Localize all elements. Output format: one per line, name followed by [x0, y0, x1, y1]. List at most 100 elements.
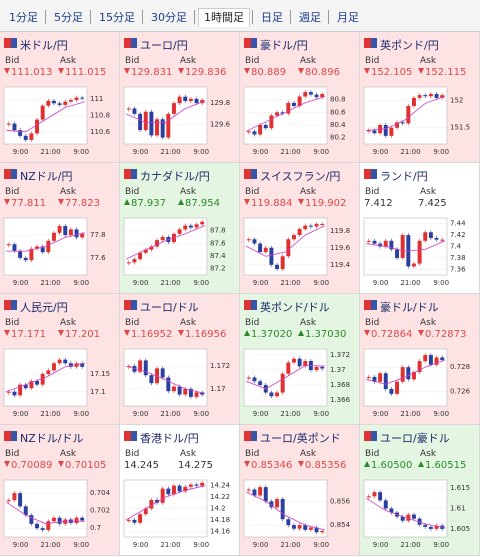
- ask-text: 0.70105: [65, 460, 107, 471]
- candle-body: [63, 225, 68, 236]
- tab[interactable]: 5分足: [54, 11, 83, 24]
- tab[interactable]: 1時間足: [198, 8, 250, 27]
- pair-name[interactable]: NZドル/円: [20, 170, 73, 183]
- flag-left: [364, 169, 371, 179]
- y-tick-label: 1.17: [210, 385, 226, 393]
- pair-name[interactable]: 人民元/円: [20, 301, 68, 314]
- moving-average: [365, 240, 446, 252]
- ask-label: Ask: [300, 56, 317, 66]
- direction-arrow: [298, 68, 304, 74]
- candle-body: [291, 102, 296, 106]
- flag-left: [4, 300, 11, 310]
- x-tick-label: 9:00: [373, 541, 389, 549]
- tab[interactable]: 30分足: [151, 11, 187, 24]
- candle-body: [143, 111, 148, 131]
- candle-body: [57, 359, 62, 364]
- tab-separator: [194, 10, 195, 24]
- bid-label: Bid: [125, 449, 140, 459]
- pair-name[interactable]: 豪ドル/円: [260, 39, 308, 52]
- candle-body: [297, 96, 302, 106]
- x-tick-label: 21:00: [280, 279, 300, 287]
- direction-arrow: [418, 68, 424, 74]
- candle-body: [252, 131, 257, 135]
- x-tick-label: 9:00: [133, 410, 149, 418]
- plot-area: [123, 86, 208, 145]
- pair-name[interactable]: 豪ドル/ドル: [380, 301, 439, 314]
- x-tick-label: 9:00: [313, 148, 329, 156]
- mini-chart: 119.8 119.6 119.4 9:00 21:00 9:00: [243, 217, 351, 287]
- candle-body: [194, 224, 199, 228]
- x-tick-label: 9:00: [13, 541, 29, 549]
- candle-body: [132, 259, 137, 263]
- candle-body: [366, 376, 371, 378]
- direction-arrow: [364, 330, 370, 336]
- pair-name[interactable]: ユーロ/円: [140, 39, 188, 52]
- candle-body: [434, 357, 439, 365]
- pair-name[interactable]: ランド/円: [380, 170, 428, 183]
- bid-value: 1.37020: [244, 329, 292, 340]
- x-tick-label: 9:00: [133, 279, 149, 287]
- mini-chart: 80.880.680.480.29:00 21:00 9:00: [243, 86, 346, 156]
- candle-body: [132, 108, 137, 114]
- candle-body: [46, 521, 51, 530]
- pair-name[interactable]: 香港ドル/円: [140, 432, 199, 445]
- y-tick-label: 152: [450, 97, 463, 105]
- pair-name[interactable]: ユーロ/英ポンド: [260, 432, 341, 445]
- candle-body: [246, 377, 251, 379]
- tab-separator: [328, 10, 329, 24]
- plot-area: [123, 217, 208, 276]
- candle-body: [138, 252, 143, 260]
- y-tick-label: 7.42: [450, 231, 466, 239]
- bid-label: Bid: [125, 56, 140, 66]
- candle-body: [417, 95, 422, 98]
- candle-body: [389, 127, 394, 136]
- tab[interactable]: 15分足: [99, 11, 135, 24]
- x-tick-label: 21:00: [160, 279, 180, 287]
- candle-body: [149, 499, 154, 509]
- candle-body: [57, 225, 62, 233]
- tab[interactable]: 日足: [261, 11, 283, 24]
- pair-name[interactable]: カナダドル/円: [140, 170, 210, 183]
- x-tick-label: 21:00: [280, 541, 300, 549]
- candle-body: [63, 359, 68, 364]
- x-tick-label: 9:00: [433, 148, 449, 156]
- candle-body: [126, 262, 131, 264]
- candle-body: [51, 100, 56, 104]
- direction-arrow: [124, 330, 130, 336]
- pair-name[interactable]: 英ポンド/円: [380, 39, 439, 52]
- tab[interactable]: 週足: [299, 11, 321, 24]
- pair-name[interactable]: 米ドル/円: [20, 39, 68, 52]
- x-tick-label: 9:00: [433, 410, 449, 418]
- moving-average: [365, 359, 446, 385]
- bid-value: 0.70089: [4, 460, 52, 471]
- pair-name[interactable]: スイスフラン/円: [260, 170, 341, 183]
- rate-card: 香港ドル/円 Bid Ask 14.245 14.275 14.24 14.22 14.2 14…: [120, 425, 240, 556]
- tab[interactable]: 月足: [337, 11, 359, 24]
- pair-name[interactable]: ユーロ/ドル: [140, 301, 199, 314]
- candle-body: [383, 500, 388, 509]
- y-tick-label: 0.728: [450, 363, 470, 371]
- pair-name[interactable]: 英ポンド/ドル: [260, 301, 330, 314]
- moving-average: [125, 365, 206, 394]
- direction-arrow: [298, 199, 304, 205]
- candle-body: [51, 517, 56, 522]
- y-tick-label: 14.24: [210, 482, 231, 490]
- candle-body: [12, 391, 17, 396]
- candle-body: [366, 240, 371, 242]
- moving-average: [125, 100, 206, 123]
- flag-icon: [124, 431, 137, 441]
- moving-average: [125, 225, 206, 260]
- candle-body: [6, 123, 11, 125]
- candle-body: [286, 519, 291, 526]
- plot-area: [3, 479, 88, 538]
- tab[interactable]: 1分足: [9, 11, 38, 24]
- pair-name[interactable]: NZドル/ドル: [20, 432, 84, 445]
- x-tick-label: 9:00: [313, 279, 329, 287]
- y-tick-label: 151.5: [450, 124, 470, 132]
- y-tick-label: 87.6: [210, 239, 226, 247]
- flag-icon: [4, 38, 17, 48]
- pair-name[interactable]: ユーロ/豪ドル: [380, 432, 450, 445]
- moving-average: [125, 485, 206, 521]
- rate-card: NZドル/円 Bid Ask 77.811 77.823 77.8 77.6 9:00 21:0…: [0, 163, 120, 294]
